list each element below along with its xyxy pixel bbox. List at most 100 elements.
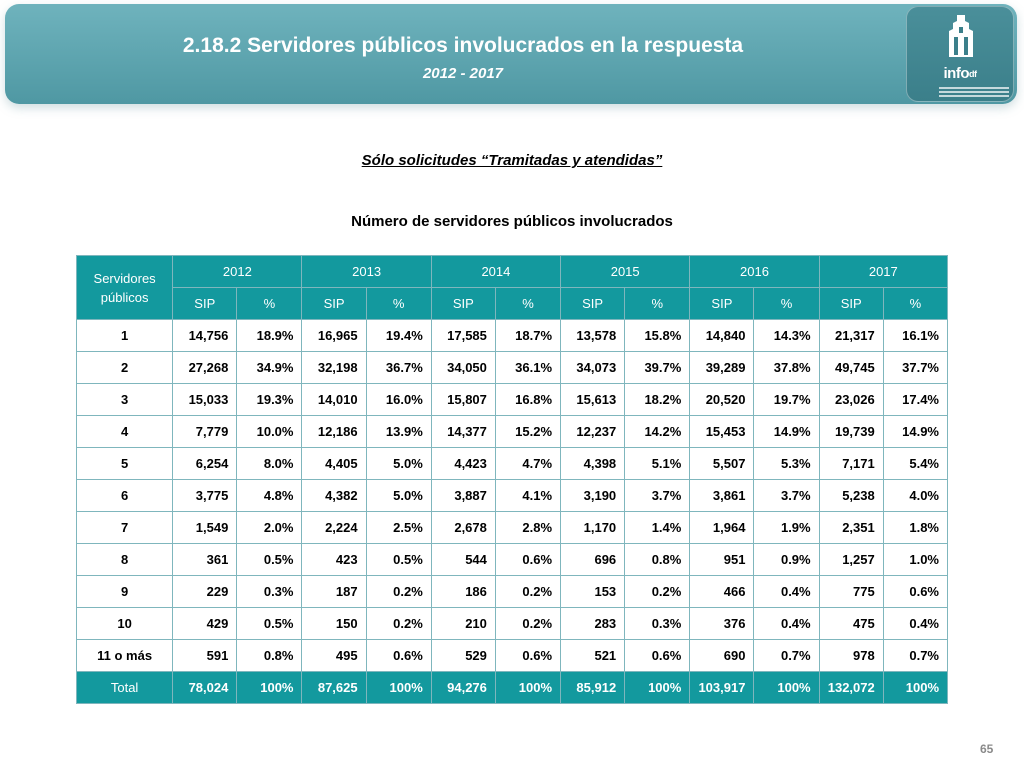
table-body: 1 14,756 18.9% 16,965 19.4% 17,585 18.7% 13,578… [75, 319, 949, 672]
percent-cell: 13.9% [365, 415, 432, 448]
percent-cell: 39.7% [624, 351, 691, 384]
total-sip-cell: 132,072 [818, 671, 884, 704]
percent-cell: 5.1% [624, 447, 691, 480]
percent-cell: 8.0% [236, 447, 303, 480]
year-header-row: Servidores públicos 2012 2013 2014 2015 … [75, 255, 949, 320]
sip-count-cell: 12,186 [301, 415, 367, 448]
monument-logo-icon [949, 15, 973, 57]
sip-count-cell: 2,678 [430, 511, 496, 544]
year-header: 2017 [818, 255, 949, 288]
sip-count-cell: 16,965 [301, 319, 367, 352]
percent-cell: 4.0% [882, 479, 949, 512]
table-row: 3 15,033 19.3% 14,010 16.0% 15,807 16.8% 15,613… [75, 383, 949, 416]
percent-cell: 18.7% [494, 319, 562, 352]
year-header: 2016 [689, 255, 820, 288]
sip-count-cell: 4,398 [560, 447, 626, 480]
public-servants-table: Servidores públicos 2012 2013 2014 2015 … [75, 255, 949, 704]
sip-count-cell: 14,756 [172, 319, 238, 352]
percent-cell: 4.7% [494, 447, 562, 480]
percent-cell: 0.6% [494, 639, 562, 672]
subheader-cell: SIP [430, 287, 496, 320]
sip-count-cell: 951 [689, 543, 755, 576]
total-sip-cell: 78,024 [172, 671, 238, 704]
percent-cell: 0.6% [494, 543, 562, 576]
sip-count-cell: 23,026 [818, 383, 884, 416]
percent-cell: 0.6% [882, 575, 949, 608]
percent-cell: 19.4% [365, 319, 432, 352]
percent-cell: 4.8% [236, 479, 303, 512]
percent-cell: 19.3% [236, 383, 303, 416]
percent-cell: 1.0% [882, 543, 949, 576]
percent-cell: 2.8% [494, 511, 562, 544]
table-row: 9 229 0.3% 187 0.2% 186 0.2% 153 0.2% 466 0.4% 775 0… [75, 575, 949, 608]
percent-cell: 0.2% [365, 607, 432, 640]
sip-count-cell: 15,033 [172, 383, 238, 416]
percent-cell: 14.3% [753, 319, 820, 352]
percent-cell: 0.6% [624, 639, 691, 672]
table-title: Número de servidores públicos involucrad… [351, 213, 673, 230]
sip-count-cell: 6,254 [172, 447, 238, 480]
percent-cell: 18.2% [624, 383, 691, 416]
sip-count-cell: 19,739 [818, 415, 884, 448]
percent-cell: 0.9% [753, 543, 820, 576]
sip-count-cell: 150 [301, 607, 367, 640]
percent-cell: 3.7% [624, 479, 691, 512]
sip-count-cell: 1,964 [689, 511, 755, 544]
sip-count-cell: 7,779 [172, 415, 238, 448]
total-sip-cell: 87,625 [301, 671, 367, 704]
percent-cell: 0.2% [494, 607, 562, 640]
row-label: 3 [75, 383, 174, 416]
table-row: 11 o más 591 0.8% 495 0.6% 529 0.6% 521 0.6% 690 0… [75, 639, 949, 672]
total-percent-cell: 100% [494, 671, 562, 704]
sip-count-cell: 186 [430, 575, 496, 608]
total-percent-cell: 100% [624, 671, 691, 704]
sip-count-cell: 5,238 [818, 479, 884, 512]
sip-count-cell: 14,377 [430, 415, 496, 448]
subheader-row: SIP% SIP% SIP% SIP% SIP% SIP% [77, 287, 949, 320]
row-label: 8 [75, 543, 174, 576]
percent-cell: 37.8% [753, 351, 820, 384]
sip-count-cell: 4,405 [301, 447, 367, 480]
table-row: 2 27,268 34.9% 32,198 36.7% 34,050 36.1% 34,073… [75, 351, 949, 384]
total-percent-cell: 100% [365, 671, 432, 704]
table-row: 1 14,756 18.9% 16,965 19.4% 17,585 18.7% 13,578… [75, 319, 949, 352]
total-sip-cell: 94,276 [430, 671, 496, 704]
sip-count-cell: 544 [430, 543, 496, 576]
sip-count-cell: 1,257 [818, 543, 884, 576]
year-header: 2013 [301, 255, 432, 288]
sip-count-cell: 20,520 [689, 383, 755, 416]
row-label: 9 [75, 575, 174, 608]
percent-cell: 16.8% [494, 383, 562, 416]
sip-count-cell: 229 [172, 575, 238, 608]
total-percent-cell: 100% [236, 671, 303, 704]
percent-cell: 0.8% [236, 639, 303, 672]
page-period: 2012 - 2017 [422, 65, 504, 82]
logo-wordmark: infodf [943, 65, 977, 82]
sip-count-cell: 978 [818, 639, 884, 672]
year-header: 2012 [172, 255, 303, 288]
sip-count-cell: 4,382 [301, 479, 367, 512]
sip-count-cell: 775 [818, 575, 884, 608]
filter-subheading: Sólo solicitudes “Tramitadas y atendidas… [361, 152, 663, 169]
percent-cell: 15.2% [494, 415, 562, 448]
sip-count-cell: 2,351 [818, 511, 884, 544]
sip-count-cell: 591 [172, 639, 238, 672]
sip-count-cell: 283 [560, 607, 626, 640]
sip-count-cell: 34,073 [560, 351, 626, 384]
sip-count-cell: 376 [689, 607, 755, 640]
percent-cell: 5.3% [753, 447, 820, 480]
sip-count-cell: 15,453 [689, 415, 755, 448]
sip-count-cell: 696 [560, 543, 626, 576]
percent-cell: 14.2% [624, 415, 691, 448]
percent-cell: 15.8% [624, 319, 691, 352]
total-percent-cell: 100% [882, 671, 949, 704]
subheader-cell: % [365, 287, 432, 320]
sip-count-cell: 495 [301, 639, 367, 672]
percent-cell: 0.4% [882, 607, 949, 640]
percent-cell: 0.2% [624, 575, 691, 608]
percent-cell: 0.6% [365, 639, 432, 672]
percent-cell: 14.9% [882, 415, 949, 448]
percent-cell: 5.0% [365, 447, 432, 480]
sip-count-cell: 429 [172, 607, 238, 640]
year-header: 2014 [430, 255, 562, 288]
